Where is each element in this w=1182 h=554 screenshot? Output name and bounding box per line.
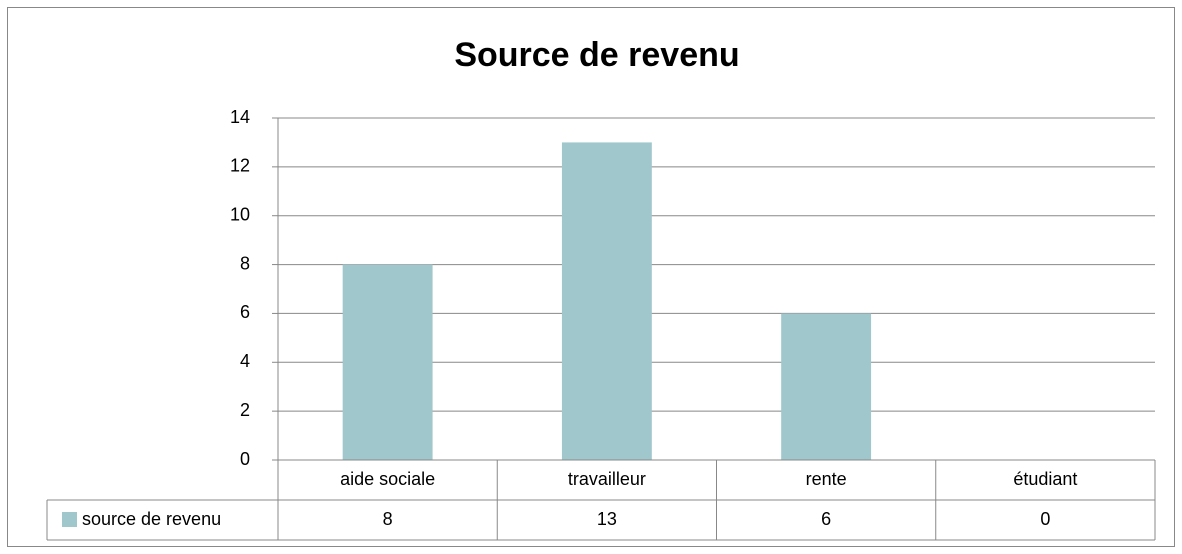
legend-label: source de revenu: [82, 509, 221, 529]
x-tick-label: étudiant: [1013, 469, 1077, 489]
y-tick-label: 8: [240, 253, 250, 273]
data-table-value: 0: [1040, 509, 1050, 529]
x-tick-label: travailleur: [568, 469, 646, 489]
bar: [342, 264, 433, 460]
y-tick-label: 2: [240, 400, 250, 420]
y-tick-label: 6: [240, 302, 250, 322]
data-table-value: 6: [821, 509, 831, 529]
y-tick-label: 14: [230, 107, 250, 127]
x-tick-label: rente: [806, 469, 847, 489]
y-tick-label: 4: [240, 351, 250, 371]
legend-key: [62, 512, 77, 527]
data-table-value: 8: [383, 509, 393, 529]
bar: [561, 142, 652, 460]
y-tick-label: 12: [230, 156, 250, 176]
data-table-value: 13: [597, 509, 617, 529]
y-tick-label: 10: [230, 204, 250, 224]
x-tick-label: aide sociale: [340, 469, 435, 489]
y-tick-label: 0: [240, 449, 250, 469]
bar: [781, 313, 872, 460]
chart-title: Source de revenu: [454, 36, 739, 74]
